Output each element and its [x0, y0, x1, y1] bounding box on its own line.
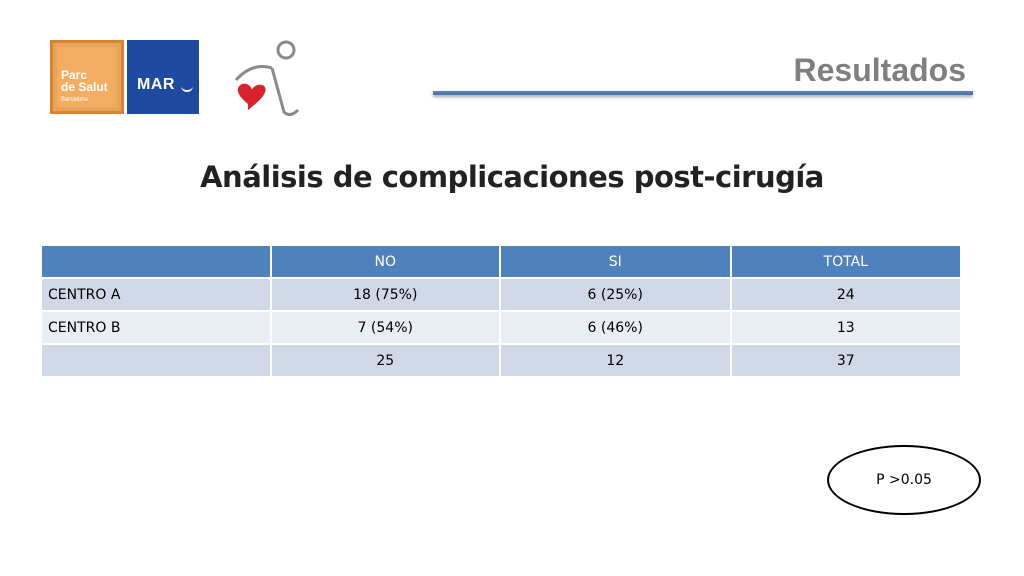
parc-de-salut-logo: Parc de Salut Barcelona	[50, 40, 124, 114]
row-label: CENTRO B	[40, 310, 272, 345]
table-cell: 37	[729, 343, 962, 378]
header-divider	[433, 91, 973, 95]
slide-title: Análisis de complicaciones post-cirugía	[200, 160, 824, 194]
p-value-callout: P >0.05	[827, 445, 981, 515]
row-label	[40, 343, 272, 378]
mar-logo: MAR	[127, 40, 199, 114]
table-cell: 24	[729, 277, 962, 312]
table-cell: 6 (46%)	[499, 310, 732, 345]
table-cell: 6 (25%)	[499, 277, 732, 312]
logo-parc-line3: Barcelona	[61, 97, 89, 103]
table-row: CENTRO A 18 (75%) 6 (25%) 24	[40, 277, 962, 312]
results-table: NO SI TOTAL CENTRO A 18 (75%) 6 (25%) 24…	[40, 244, 962, 378]
wave-icon	[181, 84, 193, 92]
column-header-total: TOTAL	[729, 244, 962, 279]
table-cell: 18 (75%)	[269, 277, 502, 312]
section-title: Resultados	[793, 52, 966, 88]
column-header-no: NO	[269, 244, 502, 279]
table-cell: 12	[499, 343, 732, 378]
logo-parc-line2: de Salut	[61, 80, 108, 94]
column-header-si: SI	[499, 244, 732, 279]
table-cell: 25	[269, 343, 502, 378]
heart-figure-logo-icon	[234, 40, 300, 117]
p-value-text: P >0.05	[876, 472, 932, 488]
table-cell: 13	[729, 310, 962, 345]
logo-mar-text: MAR	[137, 76, 175, 93]
table-row-totals: 25 12 37	[40, 343, 962, 378]
column-header	[40, 244, 272, 279]
table-cell: 7 (54%)	[269, 310, 502, 345]
table-row: CENTRO B 7 (54%) 6 (46%) 13	[40, 310, 962, 345]
row-label: CENTRO A	[40, 277, 272, 312]
logo-parc-line1: Parc	[61, 68, 88, 82]
table-header-row: NO SI TOTAL	[40, 244, 962, 279]
